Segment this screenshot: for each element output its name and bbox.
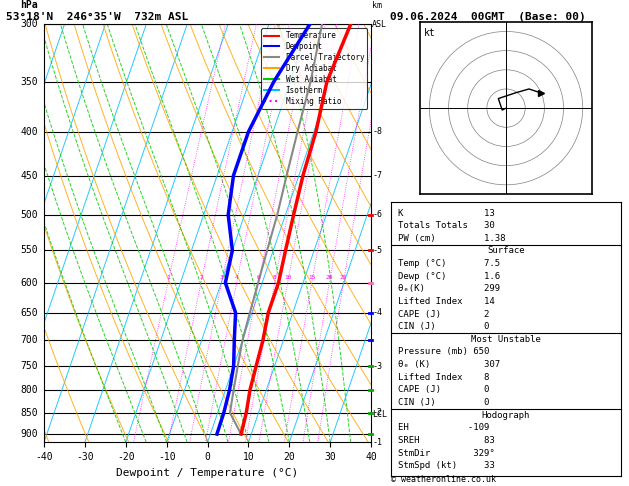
Text: -2: -2 [372, 408, 382, 417]
Text: CIN (J)         0: CIN (J) 0 [398, 398, 489, 407]
Text: θₑ (K)          307: θₑ (K) 307 [398, 360, 500, 369]
Text: 15: 15 [308, 275, 316, 280]
Text: θₑ(K)           299: θₑ(K) 299 [398, 284, 500, 294]
Text: 450: 450 [20, 171, 38, 180]
Text: 500: 500 [20, 210, 38, 220]
Text: 10: 10 [284, 275, 291, 280]
Text: 53°18'N  246°35'W  732m ASL: 53°18'N 246°35'W 732m ASL [6, 12, 189, 22]
Text: StmSpd (kt)     33: StmSpd (kt) 33 [398, 461, 495, 470]
Text: -1: -1 [372, 438, 382, 447]
Text: Pressure (mb) 650: Pressure (mb) 650 [398, 347, 489, 357]
Text: 350: 350 [20, 77, 38, 87]
Text: 09.06.2024  00GMT  (Base: 00): 09.06.2024 00GMT (Base: 00) [390, 12, 586, 22]
Text: 750: 750 [20, 361, 38, 371]
Text: 20: 20 [326, 275, 333, 280]
Text: SREH            83: SREH 83 [398, 436, 495, 445]
Text: -7: -7 [372, 171, 382, 180]
Text: Totals Totals   30: Totals Totals 30 [398, 221, 495, 230]
Text: Lifted Index    14: Lifted Index 14 [398, 297, 495, 306]
Text: Most Unstable: Most Unstable [471, 335, 541, 344]
Text: 8: 8 [273, 275, 277, 280]
Text: CIN (J)         0: CIN (J) 0 [398, 322, 489, 331]
Text: Hodograph: Hodograph [482, 411, 530, 419]
Text: Lifted Index    8: Lifted Index 8 [398, 373, 489, 382]
Text: 900: 900 [20, 429, 38, 439]
X-axis label: Dewpoint / Temperature (°C): Dewpoint / Temperature (°C) [116, 468, 299, 478]
Text: CAPE (J)        2: CAPE (J) 2 [398, 310, 489, 319]
Text: -8: -8 [372, 127, 382, 136]
Text: Dewp (°C)       1.6: Dewp (°C) 1.6 [398, 272, 500, 281]
Text: © weatheronline.co.uk: © weatheronline.co.uk [391, 474, 496, 484]
Text: 300: 300 [20, 19, 38, 29]
Text: -6: -6 [372, 210, 382, 219]
Text: 400: 400 [20, 126, 38, 137]
Text: LCL: LCL [372, 411, 387, 419]
Text: -3: -3 [372, 362, 382, 370]
Text: K               13: K 13 [398, 208, 495, 218]
Legend: Temperature, Dewpoint, Parcel Trajectory, Dry Adiabat, Wet Adiabat, Isotherm, Mi: Temperature, Dewpoint, Parcel Trajectory… [261, 28, 367, 109]
Text: 700: 700 [20, 335, 38, 346]
Text: 2: 2 [199, 275, 203, 280]
Text: Surface: Surface [487, 246, 525, 256]
Text: 1: 1 [166, 275, 170, 280]
Text: PW (cm)         1.38: PW (cm) 1.38 [398, 234, 506, 243]
Text: 25: 25 [340, 275, 347, 280]
Text: kt: kt [423, 28, 435, 37]
Text: 850: 850 [20, 408, 38, 418]
Text: hPa: hPa [20, 0, 38, 10]
Text: CAPE (J)        0: CAPE (J) 0 [398, 385, 489, 395]
Text: EH           -109: EH -109 [398, 423, 489, 432]
Text: 650: 650 [20, 308, 38, 318]
Text: 600: 600 [20, 278, 38, 288]
Text: 4: 4 [235, 275, 238, 280]
Text: -4: -4 [372, 308, 382, 317]
Text: 6: 6 [257, 275, 260, 280]
Text: 3: 3 [220, 275, 223, 280]
Text: StmDir        329°: StmDir 329° [398, 449, 495, 457]
Text: -5: -5 [372, 246, 382, 255]
Text: 800: 800 [20, 385, 38, 395]
Text: km: km [372, 0, 382, 10]
Text: 550: 550 [20, 245, 38, 255]
Text: Temp (°C)       7.5: Temp (°C) 7.5 [398, 259, 500, 268]
Text: ASL: ASL [372, 20, 387, 29]
